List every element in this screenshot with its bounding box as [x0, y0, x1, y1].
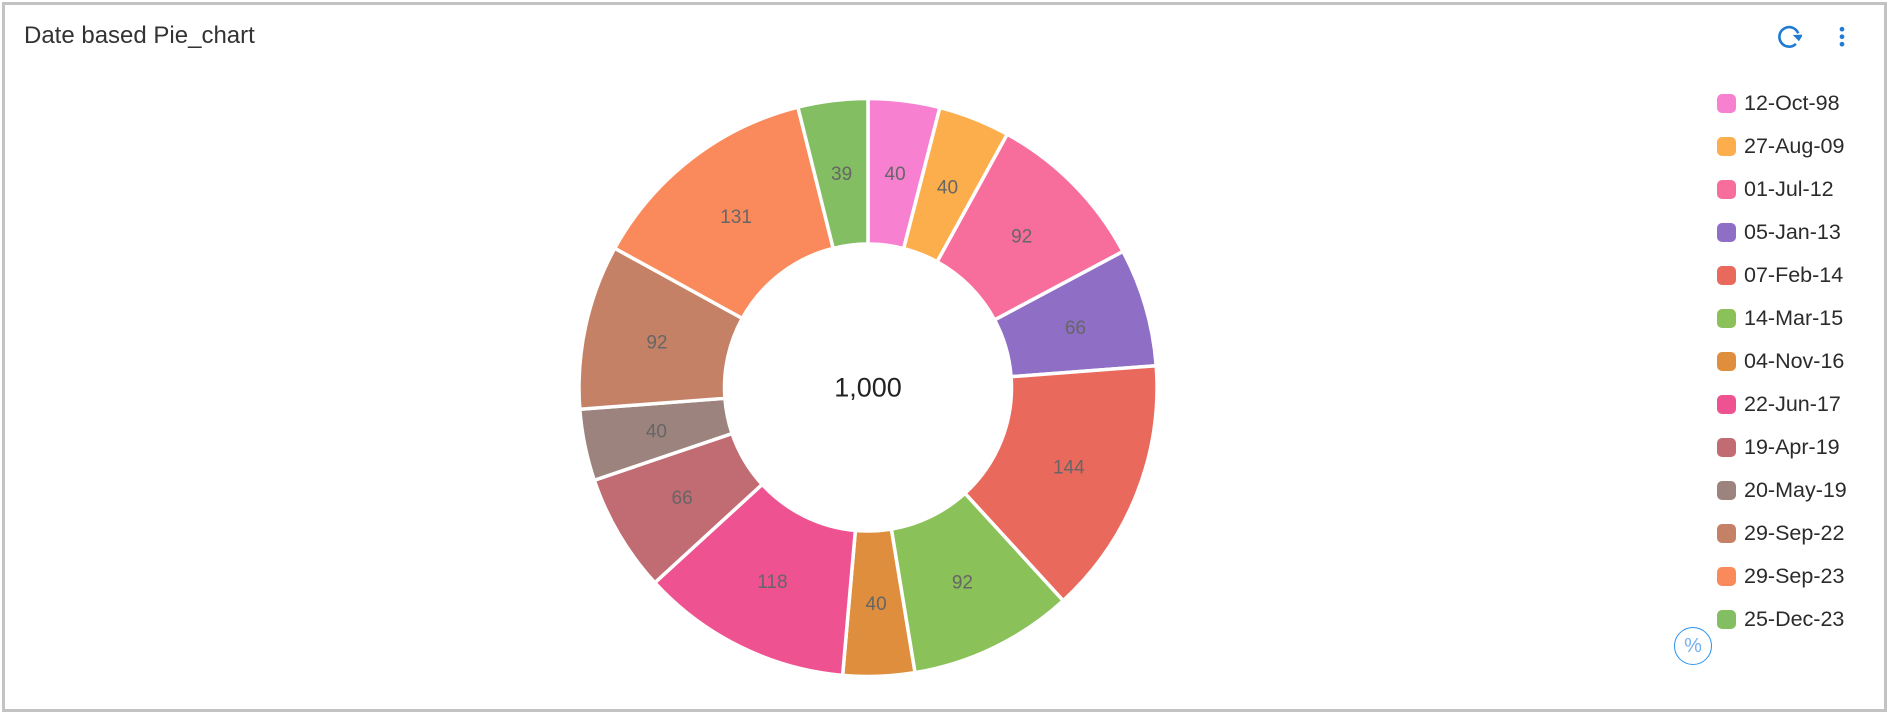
svg-text:144: 144 [1053, 458, 1085, 479]
svg-text:92: 92 [646, 332, 667, 353]
svg-text:40: 40 [646, 421, 667, 442]
svg-text:39: 39 [831, 164, 852, 185]
svg-text:66: 66 [672, 488, 693, 509]
svg-text:1,000: 1,000 [834, 373, 902, 403]
svg-text:40: 40 [937, 177, 958, 198]
svg-text:118: 118 [757, 572, 787, 593]
svg-text:66: 66 [1065, 318, 1086, 339]
svg-text:131: 131 [720, 207, 752, 228]
svg-text:92: 92 [1011, 226, 1032, 247]
svg-text:40: 40 [885, 164, 906, 185]
svg-text:92: 92 [952, 573, 973, 594]
svg-text:40: 40 [866, 594, 887, 615]
